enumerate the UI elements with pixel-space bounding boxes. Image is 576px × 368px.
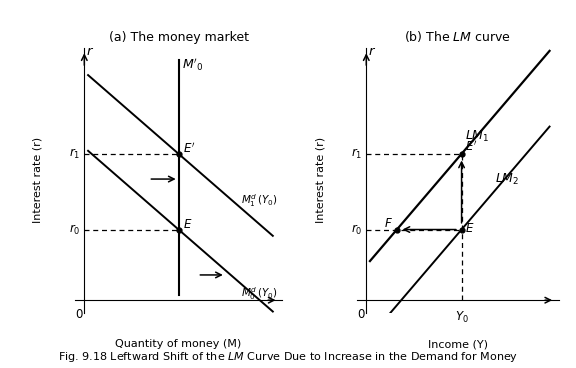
- Text: $E'$: $E'$: [183, 141, 196, 156]
- Text: $M^d_1\,(Y_0)$: $M^d_1\,(Y_0)$: [241, 192, 278, 209]
- Title: (b) The $LM$ curve: (b) The $LM$ curve: [404, 29, 511, 44]
- Text: $LM_1$: $LM_1$: [465, 129, 490, 144]
- Text: Income (Y): Income (Y): [428, 339, 488, 349]
- Text: $r_1$: $r_1$: [69, 147, 81, 161]
- Text: $M^d_0\,(Y_0)$: $M^d_0\,(Y_0)$: [241, 285, 278, 302]
- Text: 0: 0: [75, 308, 82, 321]
- Text: $r_1$: $r_1$: [351, 147, 363, 161]
- Text: $r_0$: $r_0$: [69, 223, 81, 237]
- Text: $r$: $r$: [86, 45, 94, 58]
- Text: $r_0$: $r_0$: [351, 223, 363, 237]
- Text: $LM_2$: $LM_2$: [495, 172, 519, 187]
- Text: $M'_0$: $M'_0$: [183, 56, 204, 73]
- Text: 0: 0: [357, 308, 365, 321]
- Text: $E$: $E$: [183, 218, 193, 231]
- Text: Quantity of money (M): Quantity of money (M): [115, 339, 242, 349]
- Title: (a) The money market: (a) The money market: [108, 31, 249, 44]
- Text: $r$: $r$: [368, 45, 376, 58]
- Text: Interest rate (r): Interest rate (r): [33, 137, 43, 223]
- Text: Fig. 9.18 Leftward Shift of the $LM$ Curve Due to Increase in the Demand for Mon: Fig. 9.18 Leftward Shift of the $LM$ Cur…: [58, 350, 518, 364]
- Text: $E'$: $E'$: [465, 140, 478, 154]
- Text: $F$: $F$: [384, 217, 393, 230]
- Text: $Y_0$: $Y_0$: [454, 310, 468, 325]
- Text: Interest rate (r): Interest rate (r): [316, 137, 326, 223]
- Text: $E$: $E$: [465, 222, 475, 235]
